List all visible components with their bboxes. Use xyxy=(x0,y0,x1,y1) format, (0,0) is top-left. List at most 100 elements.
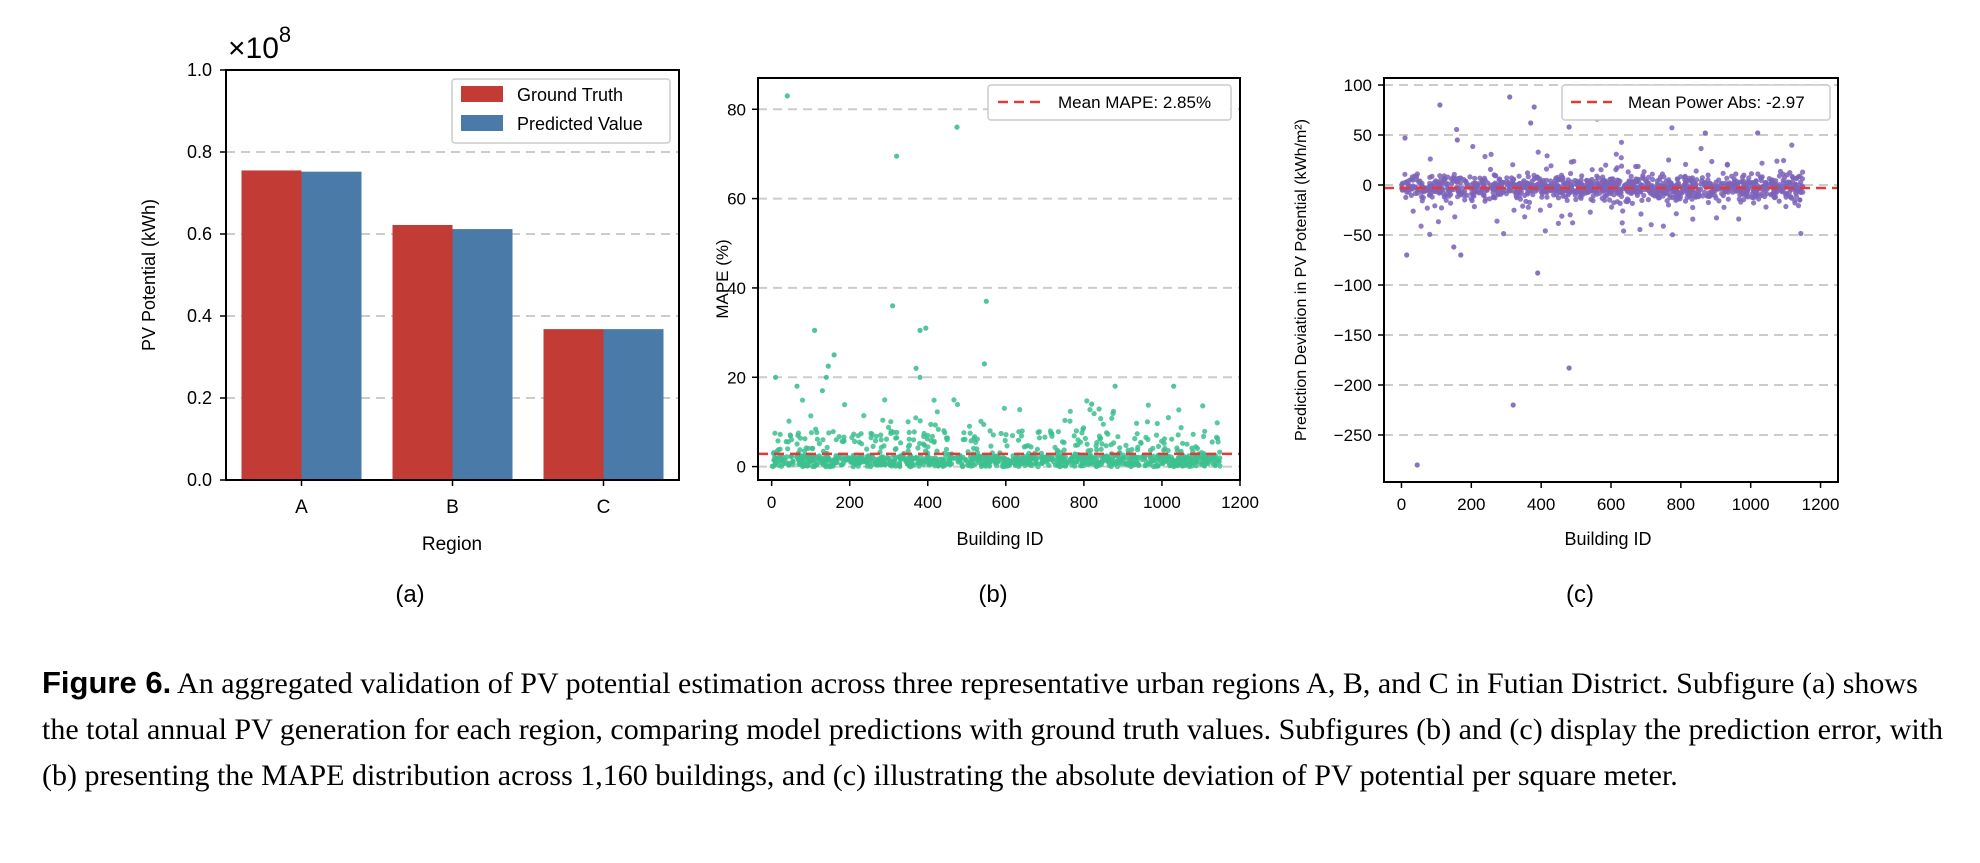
panel-b-point xyxy=(816,441,823,447)
panel-c-point xyxy=(1555,195,1562,201)
panel-c-point xyxy=(1490,194,1497,200)
panel-b-point xyxy=(802,436,808,442)
legend-swatch-ground-truth xyxy=(461,86,503,102)
panel-b-point xyxy=(967,454,974,460)
panel-b-point xyxy=(966,423,973,429)
panel-c-point xyxy=(1755,130,1761,136)
panel-c-point xyxy=(1535,270,1541,276)
panel-b-point xyxy=(873,460,879,466)
panel-b-point xyxy=(1017,407,1023,413)
panel-b-point xyxy=(954,124,960,130)
panel-c-point xyxy=(1633,163,1639,170)
panel-b-point xyxy=(1138,439,1144,445)
panel-c-point xyxy=(1758,191,1764,197)
panel-c-point xyxy=(1533,188,1539,194)
panel-c-point xyxy=(1491,172,1497,178)
panel-c-point xyxy=(1610,180,1617,187)
panel-b-point xyxy=(820,437,826,443)
panel-b-point xyxy=(1091,411,1097,417)
panel-b-point xyxy=(931,397,937,403)
panel-c-label: (c) xyxy=(1566,581,1594,608)
panel-b-legend: Mean MAPE: 2.85% xyxy=(987,84,1232,121)
panel-b-point xyxy=(782,456,788,463)
panel-b-point xyxy=(1135,444,1141,450)
panel-c-point xyxy=(1573,196,1579,203)
panel-b-point xyxy=(1038,450,1045,456)
panel-c-point xyxy=(1419,198,1425,204)
panel-c-point xyxy=(1769,180,1776,186)
panel-c-point xyxy=(1573,181,1579,187)
panel-a-ytick-label: 0.2 xyxy=(187,388,212,408)
panel-c-point xyxy=(1408,192,1414,198)
panel-c-point xyxy=(1501,231,1507,237)
panel-b-point xyxy=(931,438,937,444)
panel-b-point xyxy=(1179,461,1185,467)
panel-b-point xyxy=(1067,408,1073,414)
panel-b-ytick-label: 20 xyxy=(727,368,746,387)
panel-c-point xyxy=(1705,199,1711,206)
panel-b-point xyxy=(887,462,894,468)
panel-b-xtick-label: 1200 xyxy=(1221,493,1259,512)
panel-b-point xyxy=(915,445,921,451)
panel-c-point xyxy=(1512,189,1518,195)
panel-c-point xyxy=(1565,177,1571,183)
panel-c-point xyxy=(1622,182,1628,188)
panel-c-point xyxy=(1427,231,1433,237)
panel-b-point xyxy=(1022,460,1028,466)
panel-c-point xyxy=(1572,188,1579,194)
panel-b-point xyxy=(1049,433,1055,439)
panel-b-point xyxy=(967,430,973,436)
panel-c-point xyxy=(1656,192,1662,198)
panel-c-point xyxy=(1566,124,1572,130)
panel-b-point xyxy=(1165,447,1171,454)
panel-b-point xyxy=(1089,401,1095,407)
panel-b-point xyxy=(873,433,880,439)
panel-c-point xyxy=(1674,176,1681,182)
panel-b-scatter-chart: 0 20 40 60 80 0 200 400 600 800 1000 1200 MAPE (%)… xyxy=(713,77,1259,608)
panel-c-point xyxy=(1683,161,1689,167)
panel-b-point xyxy=(839,456,845,462)
panel-b-point xyxy=(868,430,874,436)
panel-c-point xyxy=(1589,167,1595,173)
panel-c-point xyxy=(1448,200,1454,206)
panel-c-point xyxy=(1424,205,1430,211)
panel-b-ytick-label: 80 xyxy=(727,100,746,119)
panel-b-point xyxy=(1110,460,1116,466)
panel-c-ytick-label: 100 xyxy=(1344,76,1372,95)
panel-c-point xyxy=(1666,157,1672,163)
panel-b-point xyxy=(890,303,896,309)
panel-c-point xyxy=(1784,190,1790,196)
panel-c-point xyxy=(1572,192,1578,198)
panel-b-point xyxy=(773,374,779,380)
panel-b-point xyxy=(864,463,870,469)
panel-b-point xyxy=(1200,403,1206,409)
panel-c-point xyxy=(1735,188,1741,194)
panel-c-point xyxy=(1455,179,1461,185)
panel-c-ytick-label: −150 xyxy=(1334,326,1372,345)
panel-c-point xyxy=(1511,176,1517,182)
panel-c-ylabel: Prediction Deviation in PV Potential (kW… xyxy=(1293,119,1310,441)
panel-c-point xyxy=(1555,177,1561,183)
panel-b-point xyxy=(797,447,803,453)
panel-b-point xyxy=(788,453,795,460)
panel-c-point xyxy=(1689,178,1695,184)
panel-b-point xyxy=(1009,433,1016,439)
panel-c-point xyxy=(1571,158,1577,164)
panel-b-point xyxy=(1112,383,1118,389)
panel-c-point xyxy=(1472,175,1478,181)
panel-b-point xyxy=(783,439,789,445)
panel-c-point xyxy=(1776,185,1782,191)
panel-b-point xyxy=(769,463,775,469)
panel-c-point xyxy=(1748,171,1755,177)
figure-6: 0.0 0.2 0.4 0.6 0.8 1.0 A B C ×108 PV Potential… xyxy=(139,22,1839,608)
panel-c-point xyxy=(1419,194,1425,200)
panel-c-point xyxy=(1566,365,1572,371)
panel-c-point xyxy=(1531,176,1537,182)
panel-c-point xyxy=(1701,180,1707,186)
panel-b-point xyxy=(784,93,790,99)
panel-b-point xyxy=(1156,454,1162,461)
panel-b-point xyxy=(1109,415,1115,421)
panel-b-point xyxy=(870,443,876,449)
panel-b-point xyxy=(1200,454,1206,460)
panel-b-point xyxy=(1062,417,1068,423)
